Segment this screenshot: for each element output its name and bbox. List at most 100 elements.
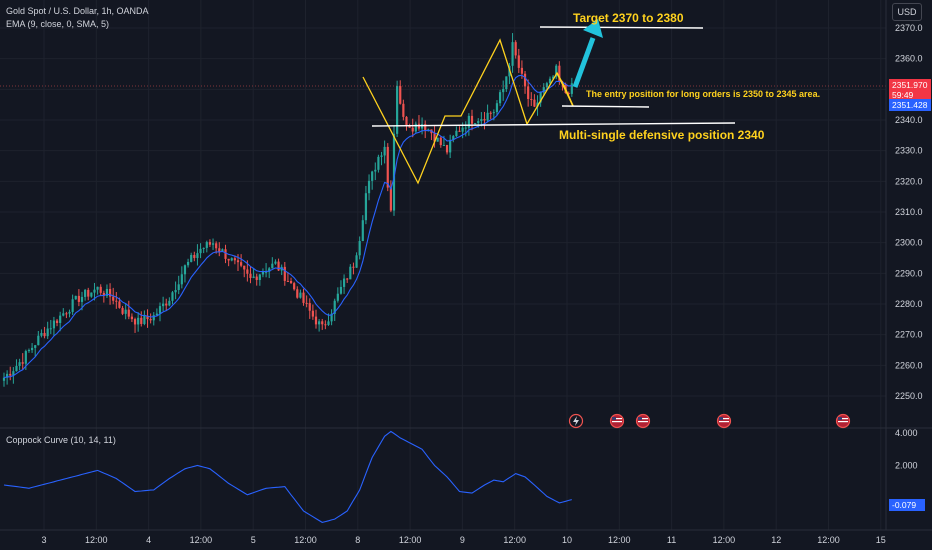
candle-body <box>405 116 408 126</box>
candle-body <box>486 112 489 121</box>
candle-body <box>349 266 352 280</box>
candle-body <box>30 347 34 351</box>
grid <box>0 0 886 530</box>
candle-body <box>149 319 152 321</box>
candle-body <box>65 313 68 315</box>
price-tick-label: 2290.0 <box>895 268 923 278</box>
candle-body <box>240 262 243 266</box>
level-lines <box>371 26 736 127</box>
candle-body <box>246 269 249 274</box>
candle-body <box>183 265 187 275</box>
candle-body <box>396 86 399 134</box>
candle-body <box>420 124 424 129</box>
candle-body <box>318 321 321 325</box>
candle-body <box>146 315 149 320</box>
candle-body <box>171 292 174 301</box>
candle-body <box>52 320 56 329</box>
candle-body <box>258 274 261 280</box>
us-flag-icon[interactable] <box>716 413 732 429</box>
candle-body <box>289 280 293 284</box>
candle-body <box>505 76 508 90</box>
candle-body <box>555 65 558 77</box>
candle-body <box>99 286 102 293</box>
time-tick-label: 12:00 <box>608 535 631 545</box>
candle-body <box>495 103 499 113</box>
candle-body <box>399 86 402 104</box>
oscillator-value-tag: -0.079 <box>889 499 925 511</box>
candle-body <box>6 373 9 378</box>
candle-body <box>127 309 130 317</box>
candle-body <box>18 362 21 366</box>
candle-body <box>442 145 446 147</box>
candle-body <box>190 254 193 262</box>
last-price-tag: 2351.970 59:49 <box>889 79 931 101</box>
candle-body <box>196 253 199 259</box>
candle-body <box>271 263 274 269</box>
candle-body <box>130 316 134 320</box>
candle-body <box>186 261 190 266</box>
candle-body <box>158 306 162 314</box>
candle-body <box>408 125 411 128</box>
candle-body <box>296 289 299 298</box>
price-tick-label: 2300.0 <box>895 238 923 248</box>
candle-body <box>77 295 80 302</box>
candle-body <box>152 315 155 321</box>
candle-body <box>392 133 396 211</box>
time-tick-label: 5 <box>251 535 256 545</box>
defense-label: Multi-single defensive position 2340 <box>559 128 765 142</box>
candle-body <box>452 136 455 140</box>
candle-body <box>305 302 308 304</box>
oscillator-title[interactable]: Coppock Curve (10, 14, 11) <box>6 435 116 445</box>
time-tick-label: 12:00 <box>294 535 317 545</box>
candle-body <box>299 292 302 298</box>
candle-body <box>59 315 62 324</box>
candle-body <box>527 86 530 99</box>
candle-body <box>87 289 90 297</box>
candle-body <box>514 42 517 56</box>
candle-body <box>371 171 374 181</box>
time-tick-label: 12:00 <box>190 535 213 545</box>
candle-body <box>112 296 115 301</box>
currency-button[interactable]: USD <box>892 3 922 21</box>
candle-body <box>293 283 296 290</box>
candle-body <box>168 300 171 306</box>
candle-body <box>355 255 358 268</box>
last-price-value: 2351.970 <box>892 80 928 90</box>
candle-body <box>545 83 548 88</box>
time-tick-label: 12:00 <box>399 535 422 545</box>
candle-body <box>489 112 492 114</box>
candle-body <box>361 220 364 242</box>
candle-body <box>71 299 74 312</box>
w-pattern-drawing <box>362 38 574 185</box>
candle-body <box>352 266 355 268</box>
candle-body <box>389 187 392 211</box>
candle-body <box>411 127 414 132</box>
us-flag-icon[interactable] <box>609 413 625 429</box>
candle-body <box>96 286 99 290</box>
candle-body <box>445 145 449 153</box>
candle-body <box>140 317 143 324</box>
time-tick-label: 12:00 <box>85 535 108 545</box>
candle-body <box>252 276 255 278</box>
candle-body <box>165 303 168 306</box>
candle-body <box>533 99 536 107</box>
ema-legend[interactable]: EMA (9, close, 0, SMA, 5) <box>6 19 110 29</box>
flash-icon[interactable] <box>568 413 584 429</box>
defense-line <box>371 122 736 127</box>
us-flag-icon[interactable] <box>835 413 851 429</box>
symbol-title[interactable]: Gold Spot / U.S. Dollar, 1h, OANDA <box>6 6 149 16</box>
candle-body <box>380 155 383 157</box>
candle-body <box>455 130 458 137</box>
us-flag-icon[interactable] <box>635 413 651 429</box>
candle-body <box>480 119 483 122</box>
candle-body <box>530 98 533 100</box>
price-tick-label: 2340.0 <box>895 115 923 125</box>
candle-body <box>43 332 46 337</box>
candle-body <box>118 301 121 308</box>
candle-body <box>339 286 343 294</box>
candle-body <box>180 274 183 285</box>
price-tick-label: 2280.0 <box>895 299 923 309</box>
candle-body <box>21 362 24 364</box>
candle-body <box>433 133 436 142</box>
